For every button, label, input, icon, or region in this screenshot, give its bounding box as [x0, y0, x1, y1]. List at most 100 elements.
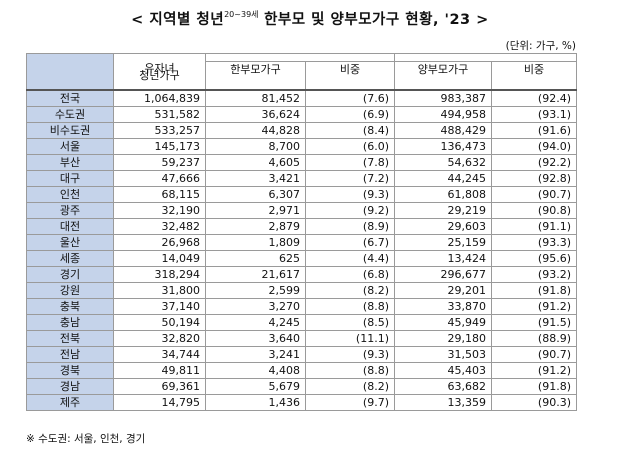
cell-region: 광주 [26, 202, 114, 219]
cell-two-parent: 63,682 [394, 378, 492, 395]
table-row: 비수도권 533,257 44,828 (8.4) 488,429 (91.6) [26, 122, 577, 139]
cell-single-parent-ratio: (8.2) [305, 378, 395, 395]
cell-two-parent-ratio: (91.1) [491, 218, 577, 235]
cell-two-parent-ratio: (90.7) [491, 346, 577, 363]
cell-region: 전남 [26, 346, 114, 363]
cell-two-parent-ratio: (88.9) [491, 330, 577, 347]
table-row: 전남 34,744 3,241 (9.3) 31,503 (90.7) [26, 346, 577, 363]
cell-two-parent-ratio: (90.8) [491, 202, 577, 219]
cell-two-parent-ratio: (94.0) [491, 138, 577, 155]
table-row: 대구 47,666 3,421 (7.2) 44,245 (92.8) [26, 170, 577, 187]
header-two-parent-ratio: 비중 [491, 61, 577, 91]
cell-two-parent-ratio: (93.3) [491, 234, 577, 251]
cell-single-parent-ratio: (6.0) [305, 138, 395, 155]
table-row: 대전 32,482 2,879 (8.9) 29,603 (91.1) [26, 218, 577, 235]
cell-region: 경남 [26, 378, 114, 395]
cell-region: 인천 [26, 186, 114, 203]
cell-region: 강원 [26, 282, 114, 299]
cell-region: 제주 [26, 394, 114, 411]
cell-two-parent: 33,870 [394, 298, 492, 315]
table-row: 서울 145,173 8,700 (6.0) 136,473 (94.0) [26, 138, 577, 155]
header-region-corner [26, 53, 114, 91]
cell-two-parent-ratio: (91.2) [491, 298, 577, 315]
table-row: 강원 31,800 2,599 (8.2) 29,201 (91.8) [26, 282, 577, 299]
cell-single-parent: 4,245 [205, 314, 306, 331]
cell-two-parent-ratio: (93.1) [491, 106, 577, 123]
header-youth-households: 유자녀 청년가구 [113, 53, 206, 91]
cell-two-parent: 296,677 [394, 266, 492, 283]
cell-two-parent: 494,958 [394, 106, 492, 123]
cell-single-parent-ratio: (9.3) [305, 346, 395, 363]
cell-two-parent: 54,632 [394, 154, 492, 171]
table-row: 경기 318,294 21,617 (6.8) 296,677 (93.2) [26, 266, 577, 283]
cell-single-parent-ratio: (11.1) [305, 330, 395, 347]
cell-region: 충북 [26, 298, 114, 315]
cell-region: 충남 [26, 314, 114, 331]
header-youth-line2: 청년가구 [139, 68, 180, 82]
cell-single-parent: 3,640 [205, 330, 306, 347]
cell-two-parent-ratio: (91.5) [491, 314, 577, 331]
cell-two-parent-ratio: (91.8) [491, 282, 577, 299]
cell-single-parent-ratio: (6.7) [305, 234, 395, 251]
cell-youth-households: 59,237 [113, 154, 206, 171]
cell-single-parent-ratio: (7.2) [305, 170, 395, 187]
cell-two-parent: 29,201 [394, 282, 492, 299]
cell-youth-households: 1,064,839 [113, 89, 206, 107]
cell-two-parent-ratio: (91.6) [491, 122, 577, 139]
table-row: 전북 32,820 3,640 (11.1) 29,180 (88.9) [26, 330, 577, 347]
cell-youth-households: 32,190 [113, 202, 206, 219]
cell-single-parent: 4,605 [205, 154, 306, 171]
cell-two-parent: 29,180 [394, 330, 492, 347]
cell-single-parent-ratio: (9.7) [305, 394, 395, 411]
cell-region: 세종 [26, 250, 114, 267]
header-single-parent: 한부모가구 [205, 61, 306, 91]
cell-single-parent-ratio: (7.6) [305, 89, 395, 107]
cell-two-parent-ratio: (92.2) [491, 154, 577, 171]
cell-single-parent: 2,879 [205, 218, 306, 235]
cell-two-parent-ratio: (91.8) [491, 378, 577, 395]
cell-single-parent-ratio: (9.2) [305, 202, 395, 219]
cell-region: 경기 [26, 266, 114, 283]
title-suffix: 한부모 및 양부모가구 현황, '23 > [258, 12, 489, 28]
cell-single-parent: 3,241 [205, 346, 306, 363]
cell-youth-households: 14,049 [113, 250, 206, 267]
table-row: 충북 37,140 3,270 (8.8) 33,870 (91.2) [26, 298, 577, 315]
cell-single-parent-ratio: (6.8) [305, 266, 395, 283]
cell-region: 부산 [26, 154, 114, 171]
cell-single-parent-ratio: (8.2) [305, 282, 395, 299]
cell-single-parent: 81,452 [205, 89, 306, 107]
cell-single-parent-ratio: (9.3) [305, 186, 395, 203]
table-row: 수도권 531,582 36,624 (6.9) 494,958 (93.1) [26, 106, 577, 123]
cell-single-parent: 6,307 [205, 186, 306, 203]
cell-single-parent-ratio: (8.9) [305, 218, 395, 235]
cell-single-parent-ratio: (7.8) [305, 154, 395, 171]
cell-single-parent: 625 [205, 250, 306, 267]
table-row: 울산 26,968 1,809 (6.7) 25,159 (93.3) [26, 234, 577, 251]
title-prefix: < 지역별 청년 [131, 12, 225, 28]
cell-single-parent: 2,971 [205, 202, 306, 219]
cell-two-parent: 13,424 [394, 250, 492, 267]
unit-note: (단위: 가구, %) [505, 40, 576, 52]
cell-single-parent-ratio: (8.8) [305, 362, 395, 379]
cell-two-parent: 25,159 [394, 234, 492, 251]
header-single-parent-ratio: 비중 [305, 61, 395, 91]
cell-youth-households: 14,795 [113, 394, 206, 411]
cell-single-parent: 2,599 [205, 282, 306, 299]
title-age-range: 20~39세 [224, 10, 259, 19]
cell-two-parent-ratio: (91.2) [491, 362, 577, 379]
cell-two-parent-ratio: (90.3) [491, 394, 577, 411]
cell-single-parent: 5,679 [205, 378, 306, 395]
regional-households-table: 유자녀 청년가구 한부모가구 비중 양부모가구 비중 전국 1,064,839 81,… [26, 53, 577, 411]
cell-region: 대구 [26, 170, 114, 187]
table-row: 전국 1,064,839 81,452 (7.6) 983,387 (92.4) [26, 89, 577, 107]
cell-region: 전국 [26, 89, 114, 107]
cell-youth-households: 49,811 [113, 362, 206, 379]
cell-single-parent: 44,828 [205, 122, 306, 139]
cell-two-parent-ratio: (93.2) [491, 266, 577, 283]
table-row: 인천 68,115 6,307 (9.3) 61,808 (90.7) [26, 186, 577, 203]
table-title: < 지역별 청년20~39세 한부모 및 양부모가구 현황, '23 > [0, 8, 620, 29]
table-row: 광주 32,190 2,971 (9.2) 29,219 (90.8) [26, 202, 577, 219]
cell-two-parent-ratio: (92.8) [491, 170, 577, 187]
cell-region: 경북 [26, 362, 114, 379]
table-row: 경남 69,361 5,679 (8.2) 63,682 (91.8) [26, 378, 577, 395]
